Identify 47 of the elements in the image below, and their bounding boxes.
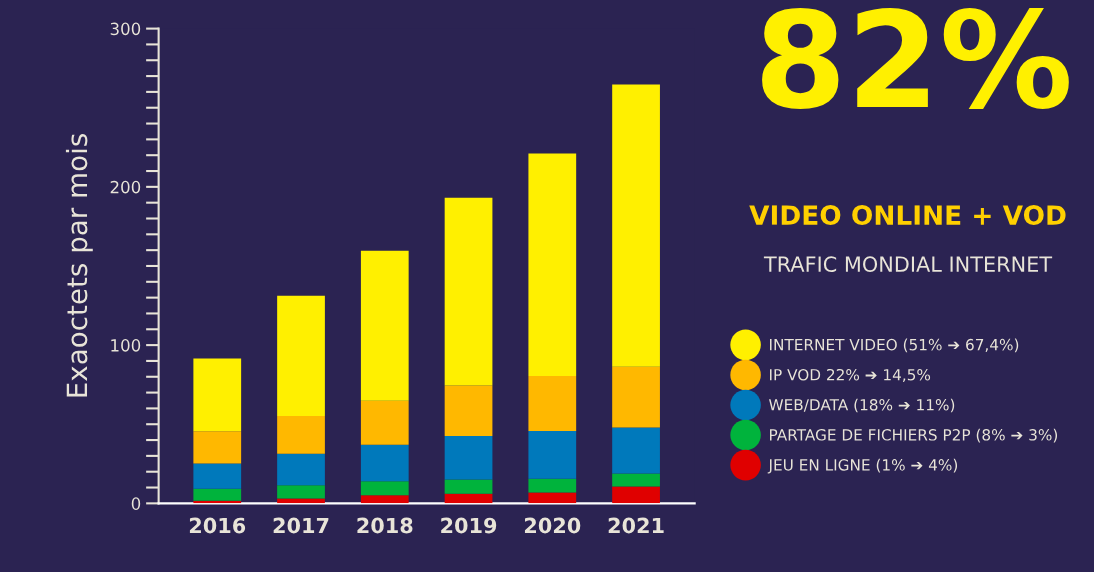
bar (444, 435, 493, 480)
bar (193, 488, 242, 501)
bar (612, 486, 660, 504)
bar (277, 416, 325, 454)
text: VIDEO ONLINE + VOD (749, 205, 1066, 226)
y-tick-label: 100 (111, 339, 141, 352)
x-tick-label: 2020 (524, 517, 581, 534)
bar (444, 385, 493, 436)
bar (612, 84, 660, 367)
bar (612, 473, 660, 487)
bar (528, 430, 577, 479)
bar (528, 375, 577, 431)
bar (360, 481, 409, 496)
bar (528, 153, 577, 376)
bar (612, 366, 660, 428)
bar (528, 492, 577, 504)
y-axis-title: Exaoctets par mois (65, 134, 93, 397)
x-tick-label: 2019 (441, 517, 497, 534)
bar (277, 295, 325, 416)
x-tick-label: 2017 (273, 517, 329, 534)
bar (528, 478, 577, 493)
bar (277, 453, 325, 486)
text: TRAFIC MONDIAL INTERNET (763, 256, 1053, 273)
bar (612, 427, 660, 474)
x-tick-label: 2018 (357, 517, 413, 534)
bar (444, 197, 493, 386)
bar (360, 400, 409, 445)
chart-title: 82% (762, 8, 1069, 109)
legend-label: PARTAGE DE FICHIERS P2P (8% ➔ 3%) (770, 428, 1058, 443)
legend-label: IP VOD 22% ➔ 14,5% (770, 368, 931, 383)
legend-label: WEB/DATA (18% ➔ 11%) (769, 398, 955, 413)
bar (444, 493, 493, 504)
bar (193, 358, 242, 432)
bar (193, 431, 242, 464)
bar (444, 479, 493, 494)
y-tick-label: 0 (131, 497, 141, 510)
y-tick-label: 300 (110, 22, 141, 36)
bar (360, 495, 409, 504)
bar (193, 463, 242, 489)
bar (277, 485, 325, 499)
y-tick-label: 200 (110, 180, 141, 194)
legend-label: INTERNET VIDEO (51% ➔ 67,4%) (770, 338, 1019, 353)
x-tick-label: 2016 (189, 517, 246, 534)
legend-label: JEU EN LIGNE (1% ➔ 4%) (767, 458, 958, 474)
bar (360, 250, 409, 401)
x-tick-label: 2021 (608, 517, 664, 534)
bar (360, 444, 409, 482)
